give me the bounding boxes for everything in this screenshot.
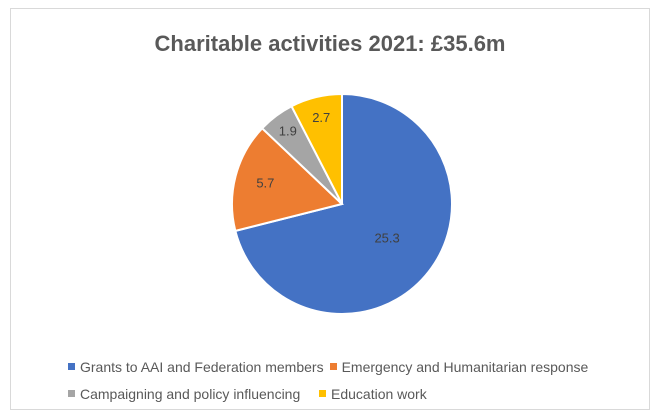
legend-label-emergency: Emergency and Humanitarian response [341,358,589,375]
chart-title: Charitable activities 2021: £35.6m [154,31,506,56]
legend-row-2: Campaigning and policy influencing Educa… [68,380,588,407]
pie-slice-emergency [231,126,345,233]
legend: Grants to AAI and Federation members Eme… [68,353,588,407]
data-label-education: 2.7 [312,110,330,125]
pie-chart: 25.3 5.7 1.9 2.7 [231,92,453,315]
legend-swatch-grants [68,363,75,370]
pie-slice-education [290,92,343,205]
legend-swatch-campaigning [68,390,75,397]
chart-area: Charitable activities 2021: £35.6m 25.3 5… [10,8,650,410]
legend-label-campaigning: Campaigning and policy influencing [80,385,301,402]
legend-row-1: Grants to AAI and Federation members Eme… [68,353,588,380]
legend-label-grants: Grants to AAI and Federation members [80,358,324,375]
data-label-campaigning: 1.9 [279,123,297,138]
legend-swatch-emergency [329,363,337,370]
pie-slice-grants [234,92,453,315]
legend-label-education: Education work [331,385,427,402]
legend-swatch-education [319,390,326,397]
legend-item-education: Education work [319,386,427,402]
legend-item-campaigning: Campaigning and policy influencing [68,386,319,402]
legend-item-emergency: Emergency and Humanitarian response [329,358,589,375]
data-label-grants: 25.3 [374,231,399,246]
legend-item-grants: Grants to AAI and Federation members [68,359,324,375]
data-label-emergency: 5.7 [256,175,274,190]
